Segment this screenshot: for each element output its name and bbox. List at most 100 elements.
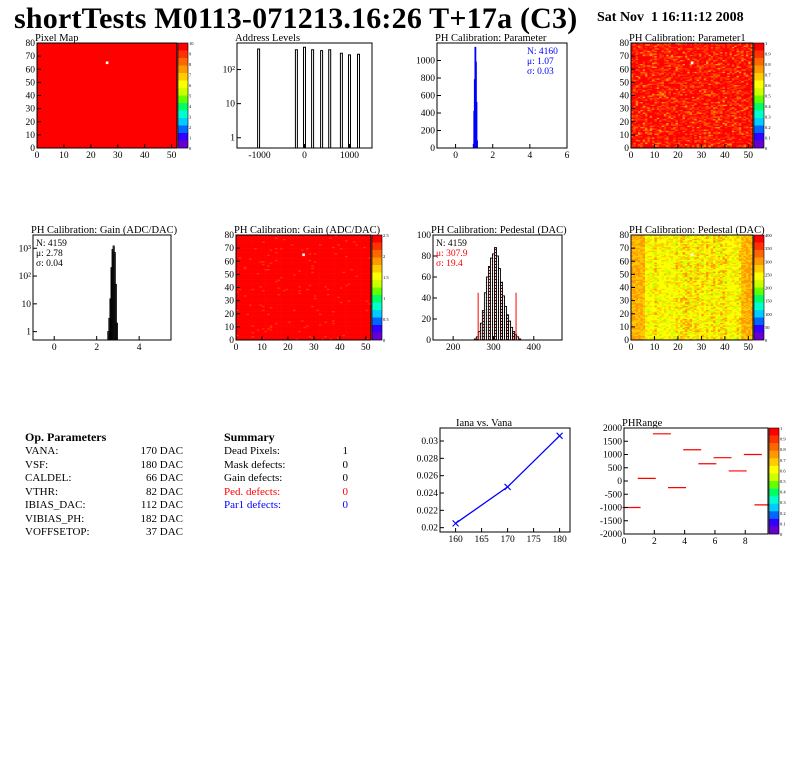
pedestal-map-ytick-label: 60 (620, 257, 630, 267)
gain-map-hot-pixel (302, 253, 305, 257)
op-parameter-value: 82 DAC (146, 485, 183, 498)
ph-range-ztick-label: 0.5 (780, 479, 786, 484)
ph-param1-xtick-label: 50 (744, 151, 754, 161)
ph-param-xtick-label: 0 (453, 151, 458, 161)
ph-range-ytick-label: -1500 (600, 517, 622, 527)
gain-map-palette-cell (372, 272, 382, 281)
pixel-map-palette-cell (178, 80, 188, 89)
ph-range-palette-cell (769, 496, 779, 505)
ph-param1-title: PH Calibration: Parameter1 (629, 33, 746, 44)
pedestal-map-hot-pixel (690, 253, 694, 257)
ph-range-palette-cell (769, 465, 779, 474)
ph-range-xtick-label: 8 (743, 537, 748, 547)
pixel-map-ztick-label: 10 (189, 41, 194, 46)
pixel-map-ytick-label: 10 (26, 131, 36, 141)
pedestal-map-palette-cell (754, 242, 764, 251)
summary-value: 0 (342, 485, 349, 498)
op-parameter-name: VTHR: (25, 485, 58, 498)
pedestal-map-palette-cell (754, 265, 764, 273)
iana-vana-xtick-label: 165 (474, 535, 489, 545)
iana-vana-ytick-label: 0.022 (417, 506, 439, 516)
pixel-map-plot (37, 43, 177, 148)
pixel-map-ytick-label: 20 (26, 118, 36, 128)
ph-param-ytick-label: 1000 (416, 57, 435, 67)
address-levels-ytick-label: 1 (230, 134, 235, 144)
address-levels-peak (257, 48, 261, 148)
op-parameter-name: VANA: (25, 445, 59, 457)
ph-param1-palette-cell (754, 118, 764, 126)
op-parameter-row: VIBIAS_PH: 182 DAC (25, 513, 195, 527)
ph-range-ztick-label: 0.6 (780, 468, 786, 473)
address-levels-peak (357, 53, 360, 148)
summary-row: Gain defects: 0 (224, 472, 352, 486)
pedestal-map-ztick-label: 100 (765, 312, 773, 317)
pedestal-hist-ytick-label: 20 (422, 315, 432, 325)
ph-param1-ztick-label: 1 (765, 41, 767, 46)
pedestal-map-ztick-label: 150 (765, 299, 773, 304)
page-title: shortTests M0113-071213.16:26 T+17a (C3) (14, 2, 578, 35)
gain-map-palette-cell (372, 250, 382, 258)
address-levels-ytick-label: 10 (226, 100, 236, 110)
gain-hist-stat: μ: 2.78 (36, 249, 63, 259)
ph-param1-ytick-label: 70 (620, 52, 630, 62)
pixel-map-ztick-label: 5 (189, 94, 192, 99)
pedestal-hist-xtick-label: 400 (527, 343, 542, 353)
address-levels-chart: Address Levels -1000 0 1000 1 10 10² (223, 33, 373, 161)
ph-range-palette-cell (769, 435, 779, 444)
ph-param1-palette-cell (754, 58, 764, 66)
pedestal-map-ytick-label: 0 (624, 336, 629, 346)
pedestal-hist-chart: PH Calibration: Pedestal (DAC) N: 4159μ: … (417, 225, 567, 353)
ph-param1-palette-cell (754, 103, 764, 111)
ph-range-ztick-label: 0.3 (780, 500, 786, 505)
iana-vana-point (556, 432, 563, 440)
pedestal-hist-ytick-label: 40 (422, 294, 432, 304)
pixel-map-ytick-label: 30 (26, 105, 36, 115)
ph-param1-ytick-label: 60 (620, 65, 630, 75)
ph-param1-ztick-label: 0.3 (765, 115, 771, 120)
ph-range-ytick-label: 0 (617, 477, 622, 487)
iana-vana-ytick-label: 0.024 (417, 489, 439, 499)
ph-param1-palette-cell (754, 50, 764, 59)
gain-map-plot (236, 235, 372, 341)
pixel-map-title: Pixel Map (35, 33, 78, 44)
pixel-map-ytick-label: 0 (30, 144, 35, 154)
gain-hist-stat: σ: 0.04 (36, 259, 63, 269)
ph-param1-ytick-label: 80 (620, 39, 630, 49)
op-parameter-value: 182 DAC (140, 512, 183, 525)
pedestal-map-xtick-label: 10 (650, 343, 660, 353)
ph-range-palette-cell (769, 443, 779, 452)
pedestal-hist-xtick-label: 300 (486, 343, 501, 353)
gain-map-palette-cell (372, 325, 382, 333)
pixel-map-xtick-label: 0 (35, 151, 40, 161)
ph-param1-palette-cell (754, 133, 764, 141)
pixel-map-xtick-label: 50 (167, 151, 177, 161)
pixel-map-palette-cell (178, 125, 188, 134)
pixel-map-ztick-label: 8 (189, 62, 192, 67)
pedestal-map-ztick-label: 400 (765, 233, 773, 238)
ph-param1-ytick-label: 20 (620, 118, 630, 128)
pixel-map-cells (37, 43, 177, 148)
ph-range-ztick-label: 1 (780, 426, 782, 431)
ph-param-stat: σ: 0.03 (527, 67, 554, 77)
pedestal-map-palette-cell (754, 325, 764, 333)
gain-map-ztick-label: 0.5 (383, 317, 389, 322)
ph-range-palette-cell (769, 518, 779, 527)
ph-param-xtick-label: 4 (527, 151, 532, 161)
ph-range-palette-cell (769, 503, 779, 512)
ph-param1-xtick-label: 0 (629, 151, 634, 161)
pedestal-map-palette-cell (754, 272, 764, 281)
pedestal-hist-title: PH Calibration: Pedestal (DAC) (431, 225, 567, 236)
gain-hist-stat: N: 4159 (36, 239, 67, 249)
gain-map-xtick-label: 40 (335, 343, 345, 353)
op-parameter-name: CALDEL: (25, 472, 72, 484)
pedestal-map-palette-cell (754, 332, 764, 341)
pedestal-map-ztick-label: 250 (765, 272, 773, 277)
ph-param1-xtick-label: 10 (650, 151, 660, 161)
op-parameter-row: VANA: 170 DAC (25, 445, 195, 459)
pedestal-map-ztick-label: 200 (765, 286, 773, 291)
summary-name: Ped. defects: (224, 485, 281, 498)
summary-row: Mask defects: 0 (224, 459, 352, 473)
pedestal-hist-frame (432, 234, 563, 341)
address-levels-peak (311, 49, 315, 148)
